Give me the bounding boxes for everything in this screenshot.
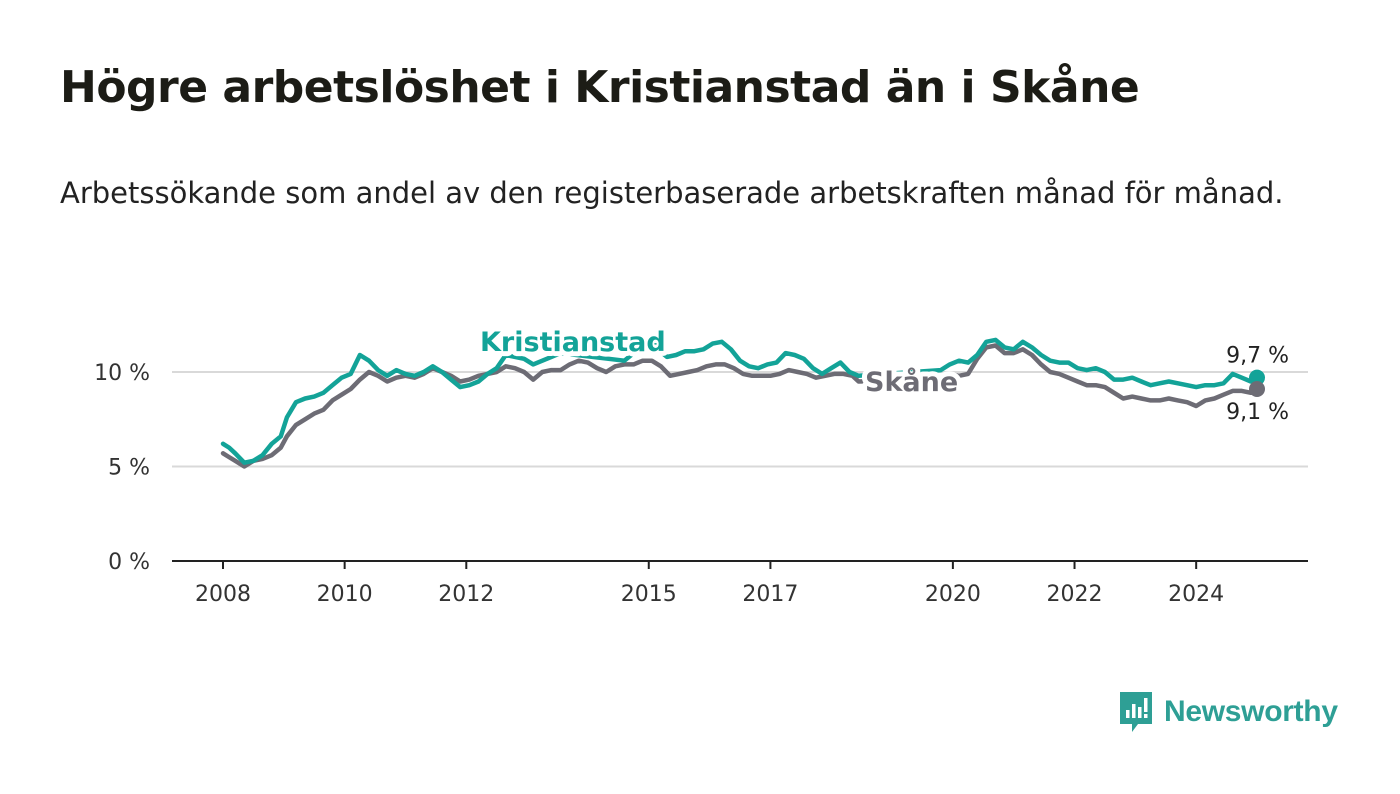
- series-label-skane: Skåne: [865, 366, 958, 398]
- x-tick-label: 2010: [317, 582, 373, 607]
- series-label-skane-halo: Skåne: [865, 366, 958, 398]
- end-marker-kristianstad: [1249, 369, 1265, 386]
- newsworthy-logo-icon: [1120, 692, 1152, 732]
- x-tick-label: 2022: [1047, 582, 1103, 607]
- series-label-kristianstad-halo: Kristianstad: [480, 327, 666, 358]
- x-tick-label: 2020: [925, 582, 981, 607]
- series-line-skane: [220, 343, 1260, 469]
- end-value-label-kristianstad: 9,7 %: [1226, 344, 1289, 369]
- chart-subtitle: Arbetssökande som andel av den registerb…: [60, 176, 1284, 210]
- y-tick-label: 10 %: [94, 361, 150, 386]
- series-line-kristianstad: [220, 333, 1260, 465]
- chart-title: Högre arbetslöshet i Kristianstad än i S…: [60, 62, 1140, 113]
- x-tick-label: 2024: [1168, 582, 1224, 607]
- x-tick-label: 2008: [195, 582, 251, 607]
- x-tick-label: 2015: [621, 582, 677, 607]
- newsworthy-logo[interactable]: Newsworthy: [1118, 690, 1338, 734]
- y-tick-label: 5 %: [108, 456, 150, 481]
- end-marker-skane: [1249, 381, 1265, 398]
- x-tick-label: 2012: [438, 582, 494, 607]
- x-tick-label: 2017: [742, 582, 798, 607]
- series-label-kristianstad: Kristianstad: [480, 327, 666, 358]
- end-value-label-skane: 9,1 %: [1226, 400, 1289, 425]
- newsworthy-logo-text: Newsworthy: [1164, 695, 1338, 728]
- y-tick-label: 0 %: [108, 550, 150, 575]
